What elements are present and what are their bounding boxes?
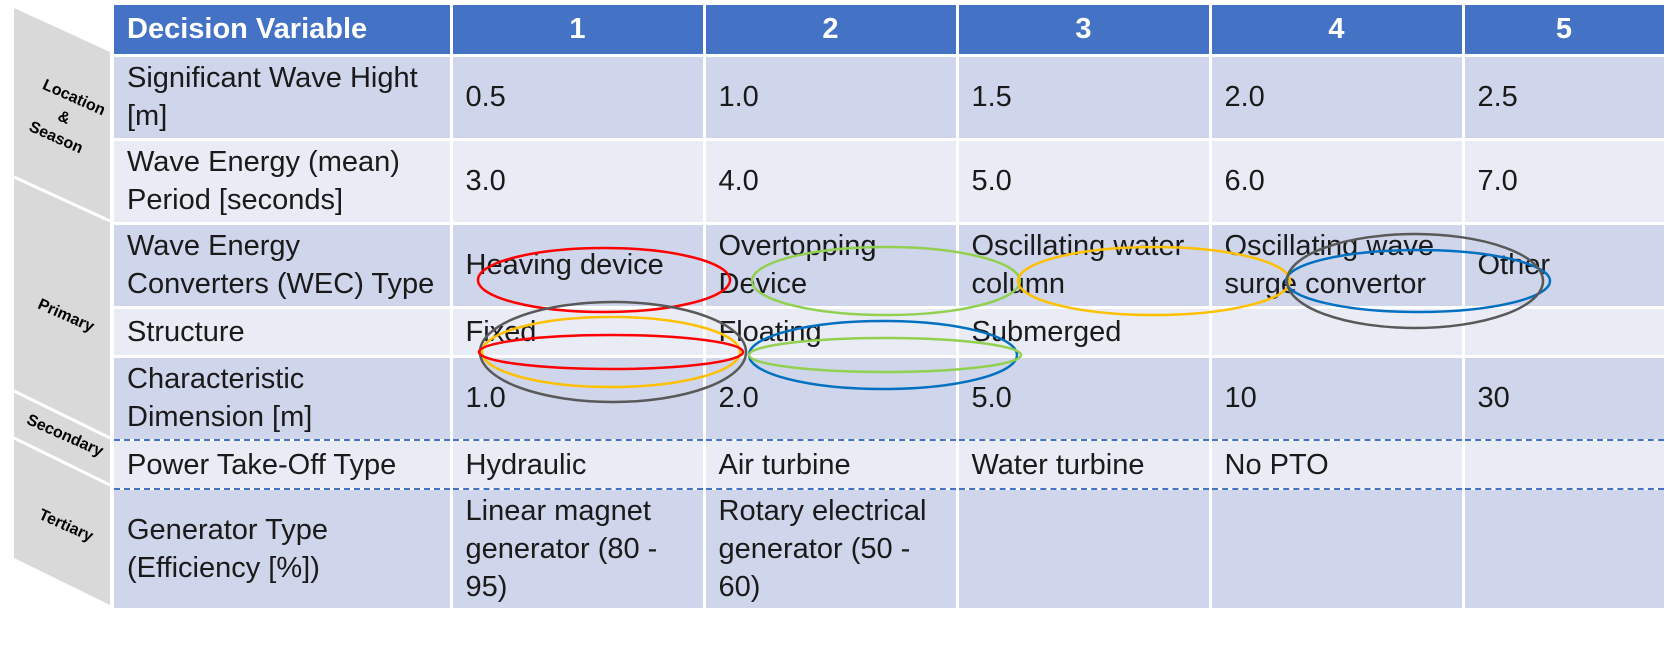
table-cell: Oscillating wave surge convertor	[1210, 223, 1465, 309]
table-cell	[1210, 307, 1465, 358]
table-cell: Floating	[704, 307, 959, 358]
table-cell: Submerged	[957, 307, 1212, 358]
table-cell: No PTO	[1210, 440, 1465, 490]
table-cell: 4.0	[704, 139, 959, 225]
table-cell: 2.0	[1210, 55, 1465, 141]
table-row: Generator Type (Efficiency [%]) Linear m…	[114, 489, 1665, 611]
table-cell	[957, 489, 1212, 611]
table-row: Wave Energy (mean) Period [seconds] 3.0 …	[114, 139, 1665, 225]
table-row: Significant Wave Hight [m] 0.5 1.0 1.5 2…	[114, 55, 1665, 141]
table-cell: 5.0	[957, 139, 1212, 225]
header-option-5: 5	[1463, 5, 1665, 57]
table-row: Power Take-Off Type Hydraulic Air turbin…	[114, 440, 1665, 490]
table-cell: Heaving device	[451, 223, 706, 309]
header-option-2: 2	[704, 5, 959, 57]
table-cell	[1463, 307, 1665, 358]
row-label-generator-type: Generator Type (Efficiency [%])	[114, 489, 453, 611]
table-cell: Rotary electrical generator (50 - 60)	[704, 489, 959, 611]
table-cell: Linear magnet generator (80 - 95)	[451, 489, 706, 611]
row-label-structure: Structure	[114, 307, 453, 358]
table-cell	[1463, 440, 1665, 490]
table-cell: 2.5	[1463, 55, 1665, 141]
table-cell: 1.5	[957, 55, 1212, 141]
header-option-4: 4	[1210, 5, 1465, 57]
table-cell: Fixed	[451, 307, 706, 358]
table-cell: 0.5	[451, 55, 706, 141]
table-cell	[1463, 489, 1665, 611]
row-label-characteristic-dimension: Characteristic Dimension [m]	[114, 356, 453, 441]
table-cell: 7.0	[1463, 139, 1665, 225]
header-option-1: 1	[451, 5, 706, 57]
table-row: Structure Fixed Floating Submerged	[114, 307, 1665, 358]
table-cell: Water turbine	[957, 440, 1212, 490]
table-cell: 3.0	[451, 139, 706, 225]
table-cell: Oscillating water column	[957, 223, 1212, 309]
row-label-power-take-off: Power Take-Off Type	[114, 440, 453, 490]
header-option-3: 3	[957, 5, 1212, 57]
table-cell: 5.0	[957, 356, 1212, 441]
table-header-row: Decision Variable 1 2 3 4 5	[114, 5, 1665, 57]
table-cell: 2.0	[704, 356, 959, 441]
table-cell: Hydraulic	[451, 440, 706, 490]
category-side-panel: Location & Season Primary Secondary Tert…	[13, 8, 111, 605]
table-row: Characteristic Dimension [m] 1.0 2.0 5.0…	[114, 356, 1665, 441]
table-cell: Other	[1463, 223, 1665, 309]
table-cell: 6.0	[1210, 139, 1465, 225]
table-cell: 1.0	[451, 356, 706, 441]
table-cell: Air turbine	[704, 440, 959, 490]
row-label-wave-period: Wave Energy (mean) Period [seconds]	[114, 139, 453, 225]
table-cell: 30	[1463, 356, 1665, 441]
table-cell: Overtopping Device	[704, 223, 959, 309]
table-cell: 10	[1210, 356, 1465, 441]
table-row: Wave Energy Converters (WEC) Type Heavin…	[114, 223, 1665, 309]
table-cell: 1.0	[704, 55, 959, 141]
table-cell	[1210, 489, 1465, 611]
decision-variable-table: Decision Variable 1 2 3 4 5 Significant …	[114, 5, 1665, 611]
row-label-wec-type: Wave Energy Converters (WEC) Type	[114, 223, 453, 309]
row-label-wave-height: Significant Wave Hight [m]	[114, 55, 453, 141]
header-decision-variable: Decision Variable	[114, 5, 453, 57]
